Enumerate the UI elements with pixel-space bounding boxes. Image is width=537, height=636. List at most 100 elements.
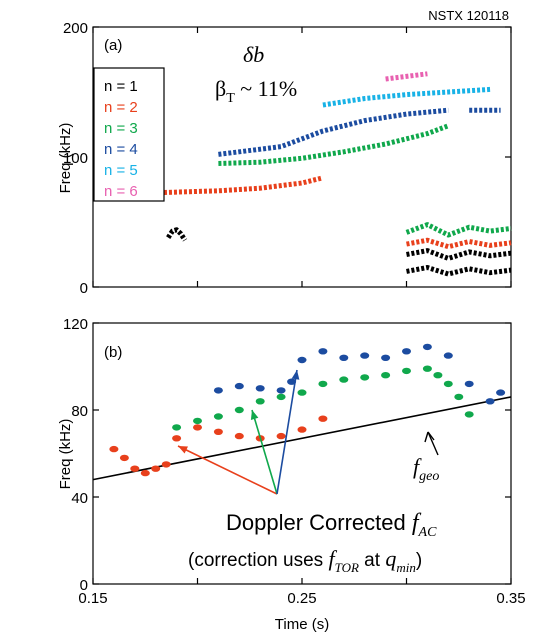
legend-entry-3: n = 3	[104, 120, 138, 137]
caption-text-2a: (correction uses	[188, 550, 328, 571]
fac-point-series-2	[422, 365, 432, 372]
y-tick-label-a: 0	[80, 280, 88, 297]
fac-point-series-1	[172, 435, 182, 442]
caption-ac-sub: AC	[418, 525, 438, 540]
panel-a-data	[138, 71, 512, 277]
fac-point-series-3	[318, 348, 328, 355]
caption-arrow-2	[251, 409, 278, 495]
caption-text-1: Doppler Corrected	[226, 510, 412, 535]
fac-point-series-2	[402, 367, 411, 375]
legend-entry-2: n = 2	[104, 99, 138, 116]
panel-b-ticks: 0 40 80 120 0.15 0.25 0.35	[63, 316, 526, 607]
caption-arrow-1	[177, 445, 278, 495]
spectrogram-mode-6-seg-1	[385, 71, 428, 82]
caption-min-sub: min	[396, 560, 416, 575]
delta-b-annotation: δb	[243, 42, 264, 67]
fac-point-series-1	[234, 432, 244, 440]
beta-annotation: βT ~ 11%	[215, 76, 297, 106]
fac-point-series-2	[360, 374, 370, 381]
y-tick-label-b: 80	[71, 403, 88, 420]
fac-point-series-3	[255, 385, 265, 392]
caption-q: q	[385, 546, 396, 571]
f-geo-f: f	[413, 454, 422, 479]
fac-point-series-2	[381, 372, 391, 379]
spectrogram-mode-2-seg-2	[406, 237, 512, 250]
spectrogram-mode-1-seg-2	[406, 265, 512, 277]
y-axis-label-a: Freq (kHz)	[57, 123, 74, 194]
fac-point-series-1	[297, 426, 307, 433]
beta-value: ~ 11%	[235, 76, 297, 101]
fac-point-series-1	[130, 465, 140, 472]
beta-subscript: T	[226, 91, 235, 106]
fac-point-series-1	[151, 465, 161, 472]
fac-point-series-2	[276, 393, 286, 401]
legend-box	[93, 67, 165, 202]
fac-point-series-2	[297, 389, 307, 396]
fac-point-series-3	[402, 348, 411, 355]
fac-point-series-3	[443, 352, 453, 359]
fac-point-series-3	[287, 378, 297, 385]
caption-arrowhead-2	[250, 410, 259, 420]
fac-point-series-3	[464, 380, 474, 388]
caption-arrowhead-1	[178, 446, 188, 454]
caption-line-2: (correction uses fTOR at qmin)	[188, 546, 422, 575]
spectrogram-mode-1-seg-1	[166, 227, 188, 242]
f-geo-sub: geo	[419, 469, 439, 484]
spectrogram-mode-5-seg-1	[322, 86, 491, 108]
caption-close: )	[416, 550, 422, 571]
f-geo-arrow	[427, 431, 439, 456]
x-axis-label: Time (s)	[275, 616, 329, 633]
legend: n = 1 n = 2 n = 3 n = 4 n = 5 n = 6	[104, 78, 138, 200]
fac-point-series-1	[318, 415, 328, 422]
fac-point-series-2	[255, 398, 265, 405]
fac-point-series-3	[360, 352, 370, 359]
y-tick-label-b: 40	[71, 490, 88, 507]
caption-tor-sub: TOR	[335, 560, 359, 575]
fac-point-series-3	[381, 354, 391, 361]
y-tick-label-a: 200	[63, 20, 88, 37]
x-tick-label-b: 0.25	[287, 590, 316, 607]
fac-point-series-2	[213, 413, 223, 420]
y-tick-label-a: 100	[63, 150, 88, 167]
caption-arrowhead-3	[291, 370, 300, 380]
fac-point-series-2	[454, 393, 464, 401]
fac-point-series-3	[234, 382, 244, 390]
fac-point-series-2	[339, 376, 349, 383]
caption-f-ac: f	[412, 510, 422, 536]
fac-point-series-3	[339, 354, 349, 361]
panel-a: 0 100 200 (a) δb βT ~ 11% n = 1 n = 2 n = 3 n…	[57, 20, 512, 297]
beta-symbol: β	[215, 76, 226, 101]
legend-entry-5: n = 5	[104, 162, 138, 179]
panel-a-label: (a)	[104, 37, 122, 54]
legend-entry-1: n = 1	[104, 78, 138, 95]
fac-point-series-2	[433, 372, 443, 379]
x-tick-label-b: 0.15	[78, 590, 107, 607]
fac-point-series-1	[140, 469, 150, 477]
shot-label: NSTX 120118	[428, 8, 509, 23]
fac-point-series-2	[443, 380, 453, 388]
fac-point-series-2	[193, 417, 202, 425]
y-tick-label-b: 120	[63, 316, 88, 333]
fac-point-series-1	[161, 461, 171, 468]
spectrogram-mode-4-seg-1	[218, 107, 449, 157]
fac-point-series-3	[276, 387, 286, 394]
fac-point-series-3	[496, 389, 506, 396]
x-tick-label-b: 0.35	[496, 590, 525, 607]
fac-point-series-1	[213, 428, 223, 435]
fac-point-series-2	[464, 411, 474, 418]
fac-point-series-1	[193, 424, 202, 431]
caption-arrow-3	[276, 369, 298, 495]
y-axis-label-b: Freq (kHz)	[57, 419, 74, 490]
panel-b-data	[92, 343, 512, 495]
caption-text-2b: at	[359, 550, 385, 571]
f-geo-arrowhead	[424, 431, 435, 443]
fac-point-series-3	[297, 356, 307, 364]
caption-f-tor: f	[328, 546, 337, 571]
f-geo-label: fgeo	[413, 454, 439, 484]
fac-point-series-3	[485, 398, 495, 405]
spectrogram-mode-1-seg-3	[406, 248, 512, 261]
spectrogram-mode-3-seg-1	[218, 123, 450, 166]
fac-point-series-1	[119, 454, 129, 462]
y-tick-label-b: 0	[80, 577, 88, 594]
